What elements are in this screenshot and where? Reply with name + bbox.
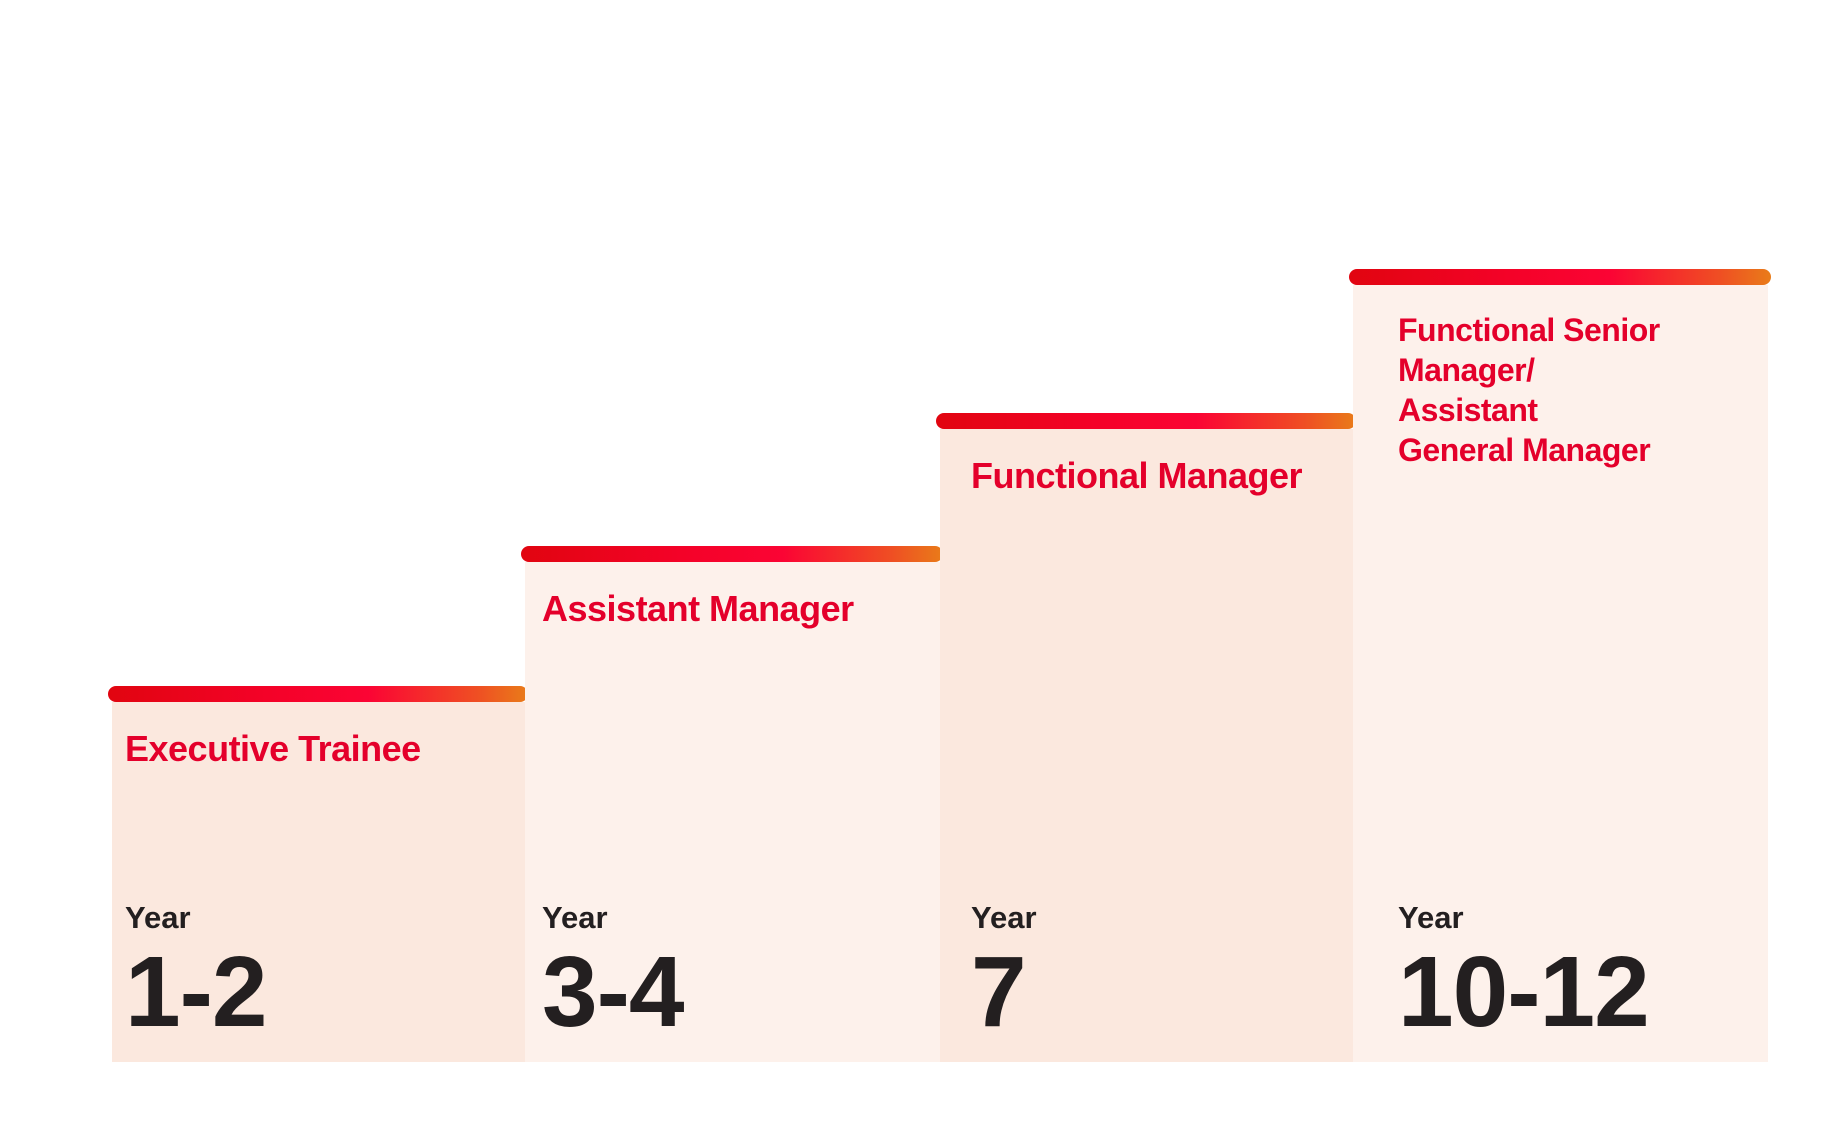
year-block: Year 1-2 (125, 900, 268, 1048)
year-label: Year (971, 900, 1037, 936)
year-label: Year (125, 900, 191, 936)
gradient-accent-bar (521, 546, 943, 562)
year-block: Year 7 (971, 900, 1037, 1048)
gradient-accent-bar (1349, 269, 1771, 285)
role-title: Functional Manager (971, 455, 1303, 496)
year-block: Year 3-4 (542, 900, 685, 1048)
career-step-functional-senior-manager: Functional Senior Manager/ Assistant Gen… (1349, 269, 1771, 1062)
role-title: Assistant Manager (542, 588, 854, 629)
year-value: 3-4 (542, 936, 685, 1048)
year-block: Year 10-12 (1398, 900, 1650, 1048)
year-value: 1-2 (125, 936, 268, 1048)
year-label: Year (1398, 900, 1464, 936)
career-step-executive-trainee: Executive Trainee Year 1-2 (108, 686, 528, 1062)
gradient-accent-bar (936, 413, 1356, 429)
role-title: Executive Trainee (125, 728, 421, 769)
year-value: 7 (971, 936, 1027, 1048)
year-label: Year (542, 900, 608, 936)
year-value: 10-12 (1398, 936, 1650, 1048)
gradient-accent-bar (108, 686, 528, 702)
career-step-assistant-manager: Assistant Manager Year 3-4 (521, 546, 943, 1062)
career-step-functional-manager: Functional Manager Year 7 (936, 413, 1356, 1062)
role-title: Functional Senior Manager/ Assistant Gen… (1398, 312, 1660, 468)
